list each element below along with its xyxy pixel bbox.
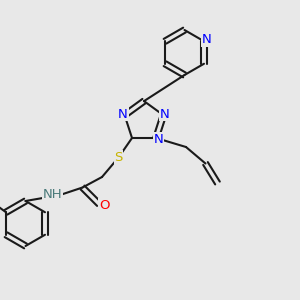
Text: O: O [99,199,110,212]
Text: N: N [160,108,170,121]
Text: NH: NH [43,188,62,201]
Text: S: S [114,151,123,164]
Text: N: N [118,108,128,121]
Text: N: N [202,33,212,46]
Text: N: N [154,133,163,146]
